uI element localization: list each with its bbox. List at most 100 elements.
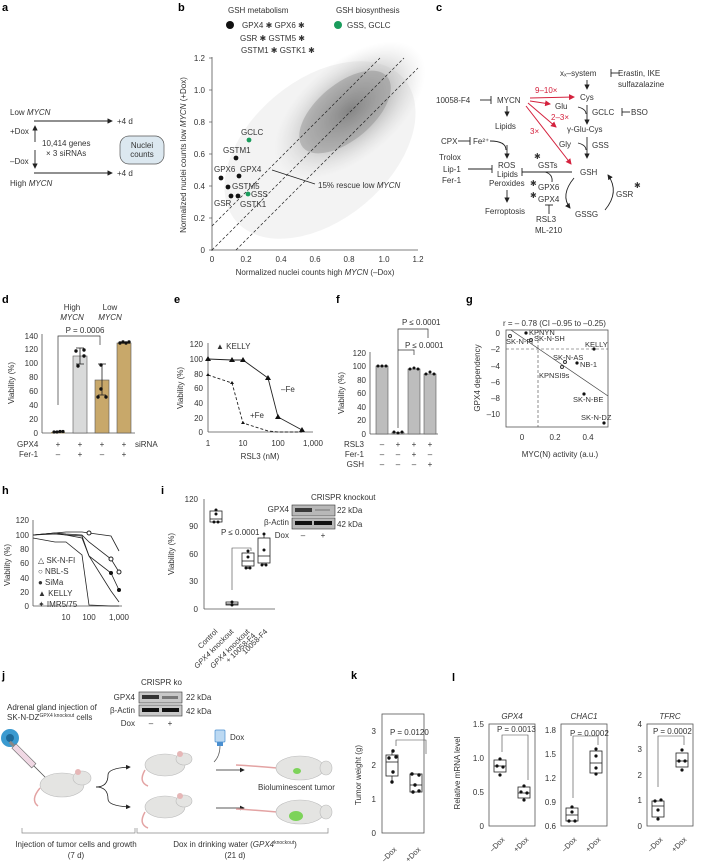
svg-text:+Fe: +Fe [250,411,265,420]
svg-text:GPX4 ✱ GPX6 ✱: GPX4 ✱ GPX6 ✱ [242,21,305,30]
svg-text:22 kDa: 22 kDa [186,693,212,702]
svg-text:GPX4: GPX4 [240,165,262,174]
svg-text:0: 0 [362,430,367,439]
nuclei-counts-box [119,135,165,165]
svg-text:+: + [428,440,433,449]
svg-text:80: 80 [20,545,29,554]
mouse-icon-top [141,751,193,787]
svg-text:+Dox: +Dox [584,835,603,854]
svg-text:○ NBL-S: ○ NBL-S [38,567,69,576]
svg-text:β-Actin: β-Actin [264,518,289,527]
tumor-small [293,768,301,774]
svg-text:0.4: 0.4 [194,182,206,191]
svg-text:0: 0 [638,822,643,831]
svg-text:20: 20 [29,415,38,424]
svg-text:+: + [100,440,105,449]
svg-text:P = 0.0002: P = 0.0002 [653,727,692,736]
svg-text:120: 120 [353,349,367,358]
svg-text:40: 40 [20,574,29,583]
svg-text:+: + [78,440,83,449]
svg-text:60: 60 [20,559,29,568]
svg-text:100: 100 [353,362,367,371]
high-mycn-label: High MYCN [10,179,52,188]
svg-text:0.6: 0.6 [545,822,557,831]
svg-text:–: – [380,440,385,449]
svg-text:Glu: Glu [555,102,567,111]
svg-text:0: 0 [480,822,485,831]
svg-text:Fer-1: Fer-1 [345,450,365,459]
legend-green-dot [334,21,342,29]
svg-text:GSSG: GSSG [575,210,598,219]
svg-text:–: – [380,450,385,459]
svg-text:(21 d): (21 d) [225,851,246,860]
svg-text:100: 100 [16,531,30,540]
svg-text:1.0: 1.0 [473,754,485,763]
svg-text:+: + [56,440,61,449]
svg-text:Dox in drinking water (GPX4kno: Dox in drinking water (GPX4knockout) [173,840,297,849]
svg-text:NB-1: NB-1 [580,360,597,369]
svg-text:+Dox: +Dox [404,845,423,862]
svg-text:0.6: 0.6 [309,255,321,264]
svg-text:GPX6: GPX6 [214,165,236,174]
svg-text:✱: ✱ [530,191,537,200]
svg-text:RSL3 (nM): RSL3 (nM) [241,452,280,461]
svg-text:GSTM1 ✱ GSTK1 ✱: GSTM1 ✱ GSTK1 ✱ [241,46,315,55]
svg-text:1: 1 [372,795,377,804]
svg-text:0: 0 [34,429,39,438]
svg-text:60: 60 [189,550,198,559]
svg-text:0.5: 0.5 [473,788,485,797]
svg-text:SK-N-BE: SK-N-BE [573,395,603,404]
svg-text:△ SK-N-FI: △ SK-N-FI [38,556,75,565]
svg-text:✱: ✱ [530,179,537,188]
svg-text:0: 0 [199,428,204,437]
panel-j: j Adrenal gland injection of SK-N-DZGPX4… [1,670,335,860]
svg-text:Ferroptosis: Ferroptosis [485,207,525,216]
svg-text:90: 90 [189,522,198,531]
mouse-supine-bottom [235,799,333,825]
syringe-icon [8,740,46,778]
svg-text:Bioluminescent tumor: Bioluminescent tumor [258,783,335,792]
legend-black-dot [226,21,234,29]
svg-text:SK-N-DZGPX4 knockout cells: SK-N-DZGPX4 knockout cells [7,713,92,722]
tumor-large [289,811,303,821]
svg-text:–: – [412,460,417,469]
f-pvalue-1: P ≤ 0.0001 [402,318,441,327]
svg-text:GSH: GSH [347,460,365,469]
svg-text:120: 120 [25,345,39,354]
svg-text:+: + [412,450,417,459]
svg-text:siRNA: siRNA [135,440,158,449]
svg-text:30: 30 [189,577,198,586]
svg-text:GSTM5: GSTM5 [232,182,260,191]
k-pvalue: P = 0.0120 [390,728,429,737]
svg-text:GPX4: GPX4 [114,693,136,702]
svg-text:–: – [301,531,306,540]
svg-text:KELLY: KELLY [585,340,608,349]
svg-text:–Dox: –Dox [646,835,665,854]
svg-text:▲ KELLY: ▲ KELLY [38,589,73,598]
svg-text:3×: 3× [530,127,539,136]
svg-text:High: High [64,303,80,312]
svg-text:80: 80 [357,376,366,385]
svg-text:GSR ✱ GSTM5 ✱: GSR ✱ GSTM5 ✱ [240,34,305,43]
svg-text:Cys: Cys [580,93,594,102]
low-mycn-label: Low MYCN [10,108,51,117]
svg-text:MYCN: MYCN [497,96,521,105]
panel-label-b: b [178,2,185,14]
svg-text:CPX: CPX [441,137,458,146]
svg-text:–: – [149,719,154,728]
panel-k: k 0 1 2 3 Tumor weight (g) P = 0.0120 –Dox… [351,670,429,862]
panel-label-e: e [174,294,180,306]
svg-text:CRISPR knockout: CRISPR knockout [311,493,376,502]
svg-text:Trolox: Trolox [439,153,461,162]
svg-text:+: + [78,450,83,459]
svg-text:0: 0 [520,433,525,442]
svg-text:TFRC: TFRC [659,712,681,721]
svg-text:P = 0.0002: P = 0.0002 [570,729,609,738]
svg-text:GCLC: GCLC [592,108,614,117]
panel-b: b GSH metabolism GSH biosynthesis GPX4 ✱… [178,2,426,277]
panel-d: d High MYCN Low MYCN P = 0.0006 0 20 40 60… [2,294,158,459]
svg-text:–2: –2 [491,345,500,354]
svg-text:Dox: Dox [230,733,244,742]
